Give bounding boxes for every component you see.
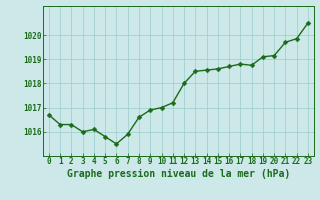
X-axis label: Graphe pression niveau de la mer (hPa): Graphe pression niveau de la mer (hPa) [67,169,290,179]
